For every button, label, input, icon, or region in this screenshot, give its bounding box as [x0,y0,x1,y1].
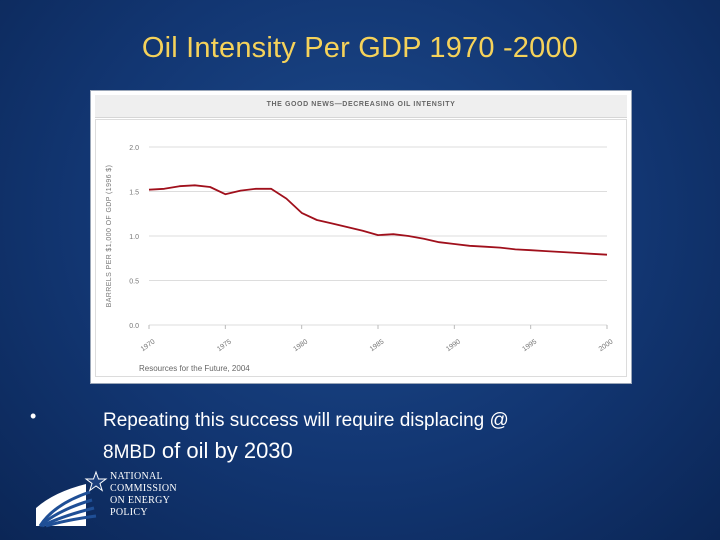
x-tick-label: 1980 [292,338,309,353]
chart-inner-border [95,119,627,377]
y-tick-label: 1.5 [129,190,139,197]
bullet-text-amount: 8MBD [103,442,156,463]
commission-logo-text: NATIONAL COMMISSION ON ENERGY POLICY [110,471,177,519]
bullet-text: Repeating this success will require disp… [103,406,663,468]
line-chart: 0.0 0.5 1.0 1.5 2.0 1970 1975 1980 1985 1990 1995 2… [106,145,615,353]
chart-figure: THE GOOD NEWS—DECREASING OIL INTENSITY 0… [90,90,632,384]
x-tick-label: 1990 [445,338,462,353]
bullet-text-part3: of oil by 2030 [155,438,293,463]
slide-title: Oil Intensity Per GDP 1970 -2000 [141,32,579,64]
x-tick-label: 1995 [521,338,538,353]
chart-header: THE GOOD NEWS—DECREASING OIL INTENSITY [95,95,627,118]
bullet-marker: • [30,406,37,426]
x-tick-label: 1975 [216,338,233,353]
logo-line: COMMISSION [110,483,177,494]
chart-source-note: Resources for the Future, 2004 [139,364,250,373]
logo-line: ON ENERGY [110,495,171,506]
y-tick-label: 0.5 [129,279,139,286]
y-tick-label: 0.0 [129,323,139,330]
y-tick-label: 1.0 [129,234,139,241]
bullet-text-part1: Repeating this success will require disp… [103,410,509,431]
x-tick-label: 2000 [598,338,615,353]
y-tick-label: 2.0 [129,145,139,152]
y-axis-label: BARRELS PER $1,000 OF GDP (1996 $) [106,165,113,308]
commission-logo-icon [36,470,108,528]
logo-line: POLICY [110,507,148,518]
x-tick-label: 1970 [140,338,157,353]
logo-line: NATIONAL [110,471,163,482]
chart-header-text: THE GOOD NEWS—DECREASING OIL INTENSITY [266,101,456,108]
series-line [148,184,608,256]
x-tick-label: 1985 [369,338,386,353]
